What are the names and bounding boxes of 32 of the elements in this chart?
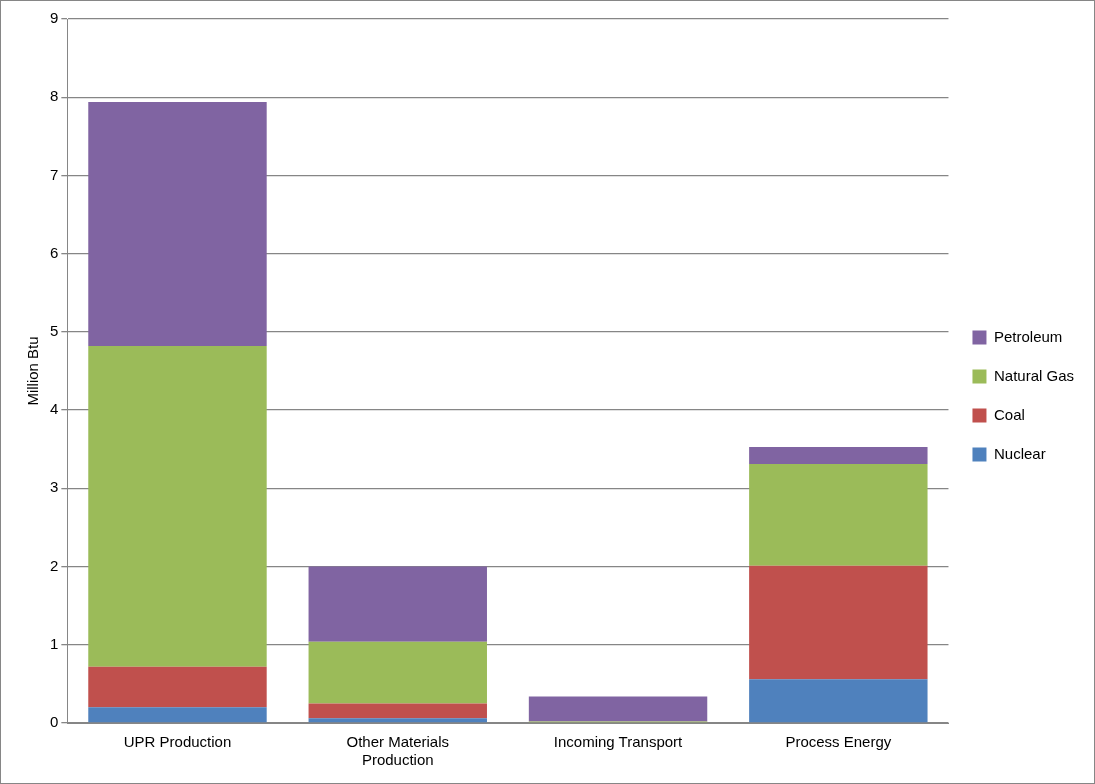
bar <box>88 707 267 723</box>
bar <box>749 446 928 465</box>
bar <box>749 565 928 680</box>
x-tick-label: UPR Production <box>123 733 232 751</box>
bar <box>308 566 487 642</box>
y-axis-title: Million Btu <box>24 336 42 406</box>
bar <box>749 679 928 723</box>
bar <box>749 464 928 566</box>
bar <box>308 703 487 719</box>
legend-label: Nuclear <box>993 444 1046 462</box>
legend-label: Petroleum <box>993 327 1063 345</box>
y-tick-label: 2 <box>50 556 59 574</box>
y-tick-label: 7 <box>50 165 59 183</box>
y-tick-label: 8 <box>50 87 59 105</box>
bar <box>308 718 487 723</box>
y-tick-label: 6 <box>50 243 59 261</box>
y-tick-label: 0 <box>50 713 59 731</box>
y-tick-label: 5 <box>50 322 59 340</box>
y-tick-label: 4 <box>50 400 59 418</box>
bar <box>528 696 708 722</box>
bar <box>308 641 487 704</box>
x-tick-label: Other Materials Production <box>346 733 450 769</box>
bar <box>88 345 267 667</box>
bar <box>88 666 267 708</box>
bar <box>88 101 267 346</box>
y-tick-label: 3 <box>50 478 59 496</box>
y-tick-label: 1 <box>50 634 59 652</box>
legend-label: Coal <box>993 405 1025 423</box>
y-tick-label: 9 <box>50 9 59 27</box>
x-tick-label: Incoming Transport <box>553 733 684 751</box>
x-tick-label: Process Energy <box>785 733 892 751</box>
legend-label: Natural Gas <box>993 366 1075 384</box>
